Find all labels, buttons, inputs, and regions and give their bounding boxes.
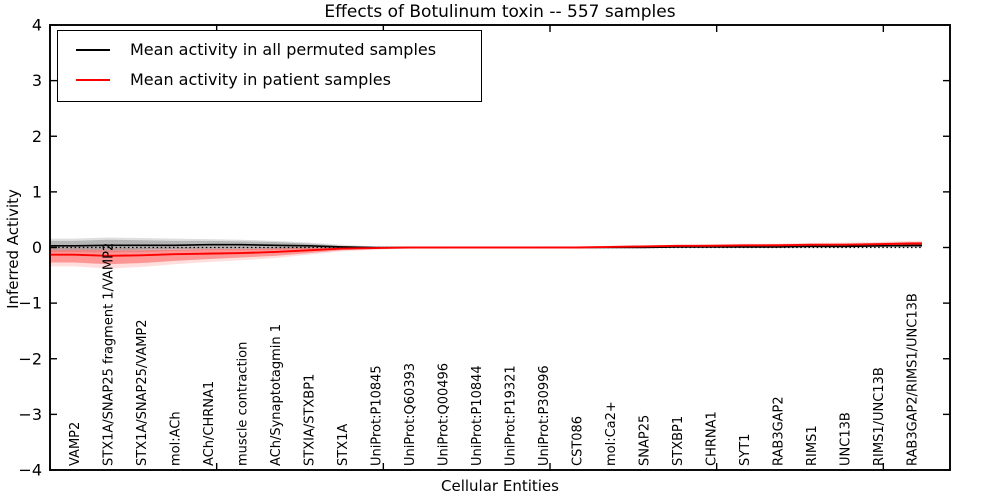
x-tick-label: RIMS1 [805,425,820,466]
legend-label-patient: Mean activity in patient samples [130,69,391,89]
x-tick-label: STX1A/SNAP25/VAMP2 [135,319,150,466]
permuted-line-swatch [76,49,110,52]
x-tick-label: SNAP25 [638,415,653,466]
chart-title: Effects of Botulinum toxin -- 557 sample… [324,2,676,22]
x-tick-label: CHRNA1 [705,411,720,466]
y-tick-label: −3 [18,405,42,424]
y-tick-label: 1 [32,182,42,201]
x-tick-label: SYT1 [738,434,753,466]
legend-entry-patient: Mean activity in patient samples [74,70,465,91]
x-tick-label: STX1A [336,424,351,466]
patient-line-swatch [76,79,110,82]
x-tick-label: ACh/Synaptotagmin 1 [269,324,284,466]
y-tick-label: 0 [32,238,42,257]
y-tick-label: −4 [18,461,42,480]
patient-mean-line [50,242,922,257]
x-tick-label: STXBP1 [671,416,686,466]
x-tick-label: mol:ACh [169,411,184,466]
legend: Mean activity in all permuted samples Me… [57,30,482,102]
legend-entry-permuted: Mean activity in all permuted samples [74,40,465,61]
x-tick-label: ACh/CHRNA1 [202,381,217,466]
x-tick-label: UniProt:Q00496 [437,363,452,466]
permuted-band-outer [50,237,922,253]
x-tick-label: UniProt:P10844 [470,365,485,466]
y-tick-label: 3 [32,71,42,90]
x-tick-label: UniProt:P19321 [504,365,519,466]
y-axis-label: Inferred Activity [4,189,22,309]
x-tick-label: mol:Ca2+ [604,401,619,466]
x-tick-label: UniProt:P30996 [537,365,552,466]
x-tick-label: UniProt:Q60393 [403,363,418,466]
x-tick-label: RAB3GAP2 [772,396,787,466]
y-tick-label: −2 [18,349,42,368]
x-tick-label: VAMP2 [68,422,83,466]
x-tick-label: RAB3GAP2/RIMS1/UNC13B [906,293,921,466]
x-tick-label: RIMS1/UNC13B [872,367,887,466]
legend-label-permuted: Mean activity in all permuted samples [130,40,437,59]
x-tick-label: UNC13B [839,412,854,466]
x-tick-label: CST086 [571,416,586,466]
x-tick-label: STX1A/SNAP25 fragment 1/VAMP2 [102,243,117,466]
y-tick-label: 4 [32,16,42,35]
x-tick-label: muscle contraction [236,342,251,466]
y-tick-label: −1 [18,294,42,313]
x-axis-label: Cellular Entities [441,477,559,495]
y-tick-label: 2 [32,127,42,146]
x-tick-label: UniProt:P10845 [370,365,385,466]
x-tick-label: STXIA/STXBP1 [303,374,318,466]
